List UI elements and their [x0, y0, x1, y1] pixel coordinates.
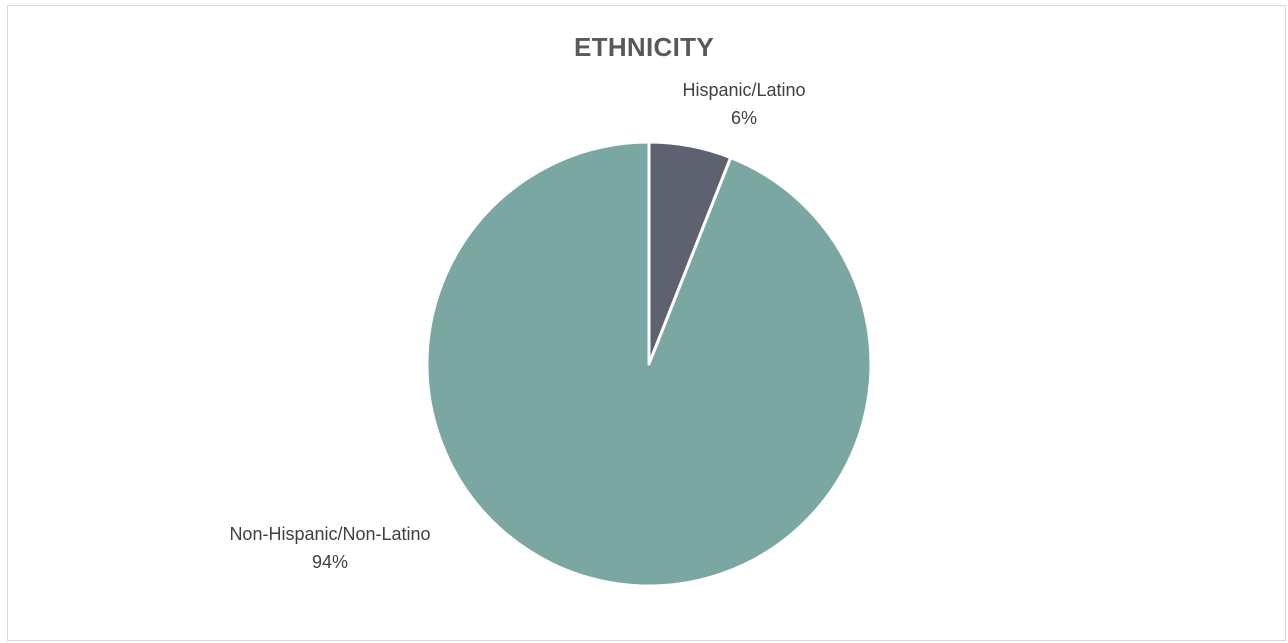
slice-category-label: Non-Hispanic/Non-Latino	[229, 524, 430, 544]
slice-category-label: Hispanic/Latino	[682, 80, 805, 100]
pie-slice-non-hispanic-non-latino	[425, 140, 873, 588]
pie-slices	[425, 140, 873, 588]
pie-labels: Hispanic/Latino 6% Non-Hispanic/Non-Latino…	[229, 80, 805, 572]
slice-value-label: 6%	[731, 108, 757, 128]
chart-title: ETHNICITY	[574, 32, 714, 62]
slice-value-label: 94%	[312, 552, 348, 572]
